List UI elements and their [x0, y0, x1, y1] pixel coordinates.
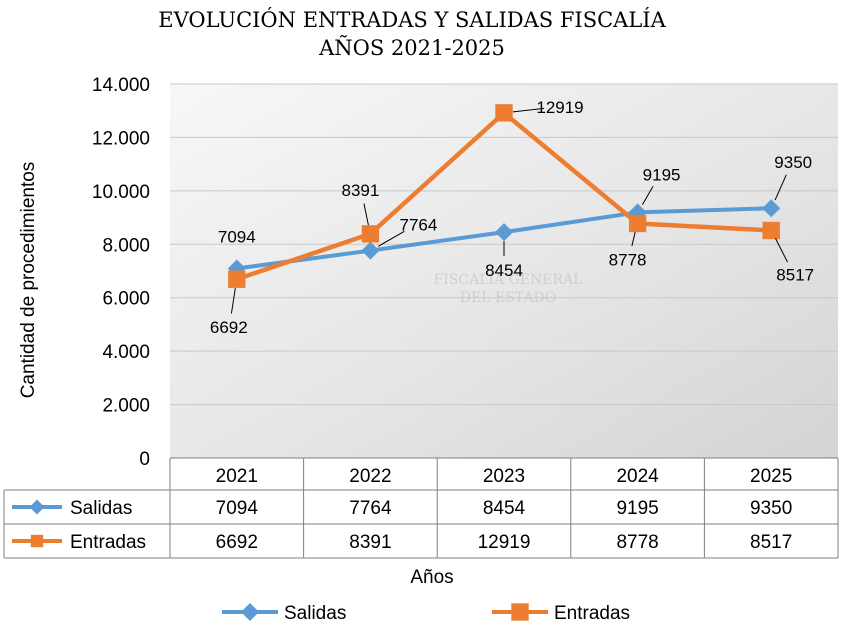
- legend-key-marker: [511, 603, 529, 621]
- chart-title: EVOLUCIÓN ENTRADAS Y SALIDAS FISCALÍA: [158, 7, 666, 32]
- table-cell-value: 8778: [616, 532, 658, 553]
- data-point-salidas: [361, 241, 380, 260]
- data-label-leader: [641, 185, 654, 206]
- data-point-entradas: [495, 104, 513, 122]
- watermark: FISCALÍA GENERAL DEL ESTADO: [434, 270, 583, 306]
- legend-label: Salidas: [284, 603, 346, 624]
- series-lines: [227, 104, 781, 288]
- legend-key-marker: [241, 603, 259, 621]
- table-cell-value: 8454: [483, 498, 526, 519]
- data-point-salidas: [762, 199, 781, 218]
- data-point-entradas: [762, 221, 780, 240]
- x-tick-label: 2024: [616, 466, 659, 487]
- y-tick-label: 2.000: [102, 396, 150, 417]
- data-point-salidas: [495, 223, 513, 242]
- x-tick-label: 2022: [349, 466, 391, 487]
- data-label: 8778: [609, 251, 647, 270]
- table-cell-value: 7764: [349, 498, 392, 519]
- y-tick-label: 4.000: [102, 342, 150, 363]
- x-tick-label: 2021: [216, 466, 258, 487]
- y-tick-label: 8.000: [102, 235, 150, 256]
- data-point-entradas: [361, 225, 380, 243]
- table-cell-value: 12919: [478, 532, 531, 553]
- x-tick-label: 2025: [750, 466, 792, 487]
- table-series-name: Salidas: [70, 498, 132, 519]
- y-tick-label: 0: [139, 449, 150, 470]
- table-series-key-marker: [30, 534, 44, 548]
- data-label: 8391: [341, 181, 379, 200]
- data-label-leader: [378, 230, 405, 247]
- data-label: 9350: [774, 153, 812, 172]
- table-cell-value: 7094: [216, 498, 259, 519]
- table-series-name: Entradas: [70, 532, 146, 553]
- data-label-leader: [363, 203, 369, 226]
- data-label: 12919: [536, 98, 583, 117]
- data-table: 2021 2022 2023 2024 2025 Salidas 7094 7764 8454 9…: [3, 457, 839, 559]
- table-cell-value: 9195: [616, 498, 658, 519]
- plot-area: [170, 84, 838, 458]
- data-label: 9195: [643, 165, 681, 184]
- y-tick-label: 10.000: [92, 182, 150, 203]
- data-label-leader: [230, 288, 236, 314]
- legend-label: Entradas: [554, 603, 630, 624]
- y-tick-label: 14.000: [92, 75, 150, 96]
- data-label: 8517: [776, 265, 814, 284]
- table-cell-value: 8517: [750, 532, 792, 553]
- legend: Salidas Entradas: [222, 603, 630, 624]
- watermark-line-1: FISCALÍA GENERAL: [434, 270, 583, 288]
- data-label-leader: [775, 238, 788, 263]
- data-label-leader: [774, 174, 787, 201]
- y-axis-title: Cantidad de procedimientos: [18, 162, 39, 399]
- table-cell-value: 9350: [750, 498, 792, 519]
- y-tick-label: 6.000: [102, 289, 150, 310]
- y-tick-label: 12.000: [92, 128, 150, 149]
- data-point-entradas: [628, 214, 647, 233]
- y-axis-ticks: 0 2.000 4.000 6.000 8.000 10.000 12.000 14.000: [92, 75, 150, 470]
- table-series-key-marker: [29, 499, 45, 515]
- table-cell-value: 8391: [349, 532, 391, 553]
- table-cell-value: 6692: [216, 532, 258, 553]
- data-label-leader: [631, 232, 636, 247]
- data-label: 7764: [399, 216, 437, 235]
- data-point-entradas: [228, 270, 246, 288]
- x-tick-label: 2023: [483, 466, 525, 487]
- x-axis-title: Años: [410, 567, 453, 588]
- data-label: 7094: [218, 227, 256, 246]
- data-label: 6692: [210, 318, 248, 337]
- data-labels: 7094 7764 8454 9195 9350 6692 8391 12919 8778 851…: [210, 98, 814, 337]
- chart-subtitle: AÑOS 2021-2025: [318, 36, 505, 60]
- data-label-leader: [512, 107, 545, 113]
- data-label: 8454: [485, 261, 523, 280]
